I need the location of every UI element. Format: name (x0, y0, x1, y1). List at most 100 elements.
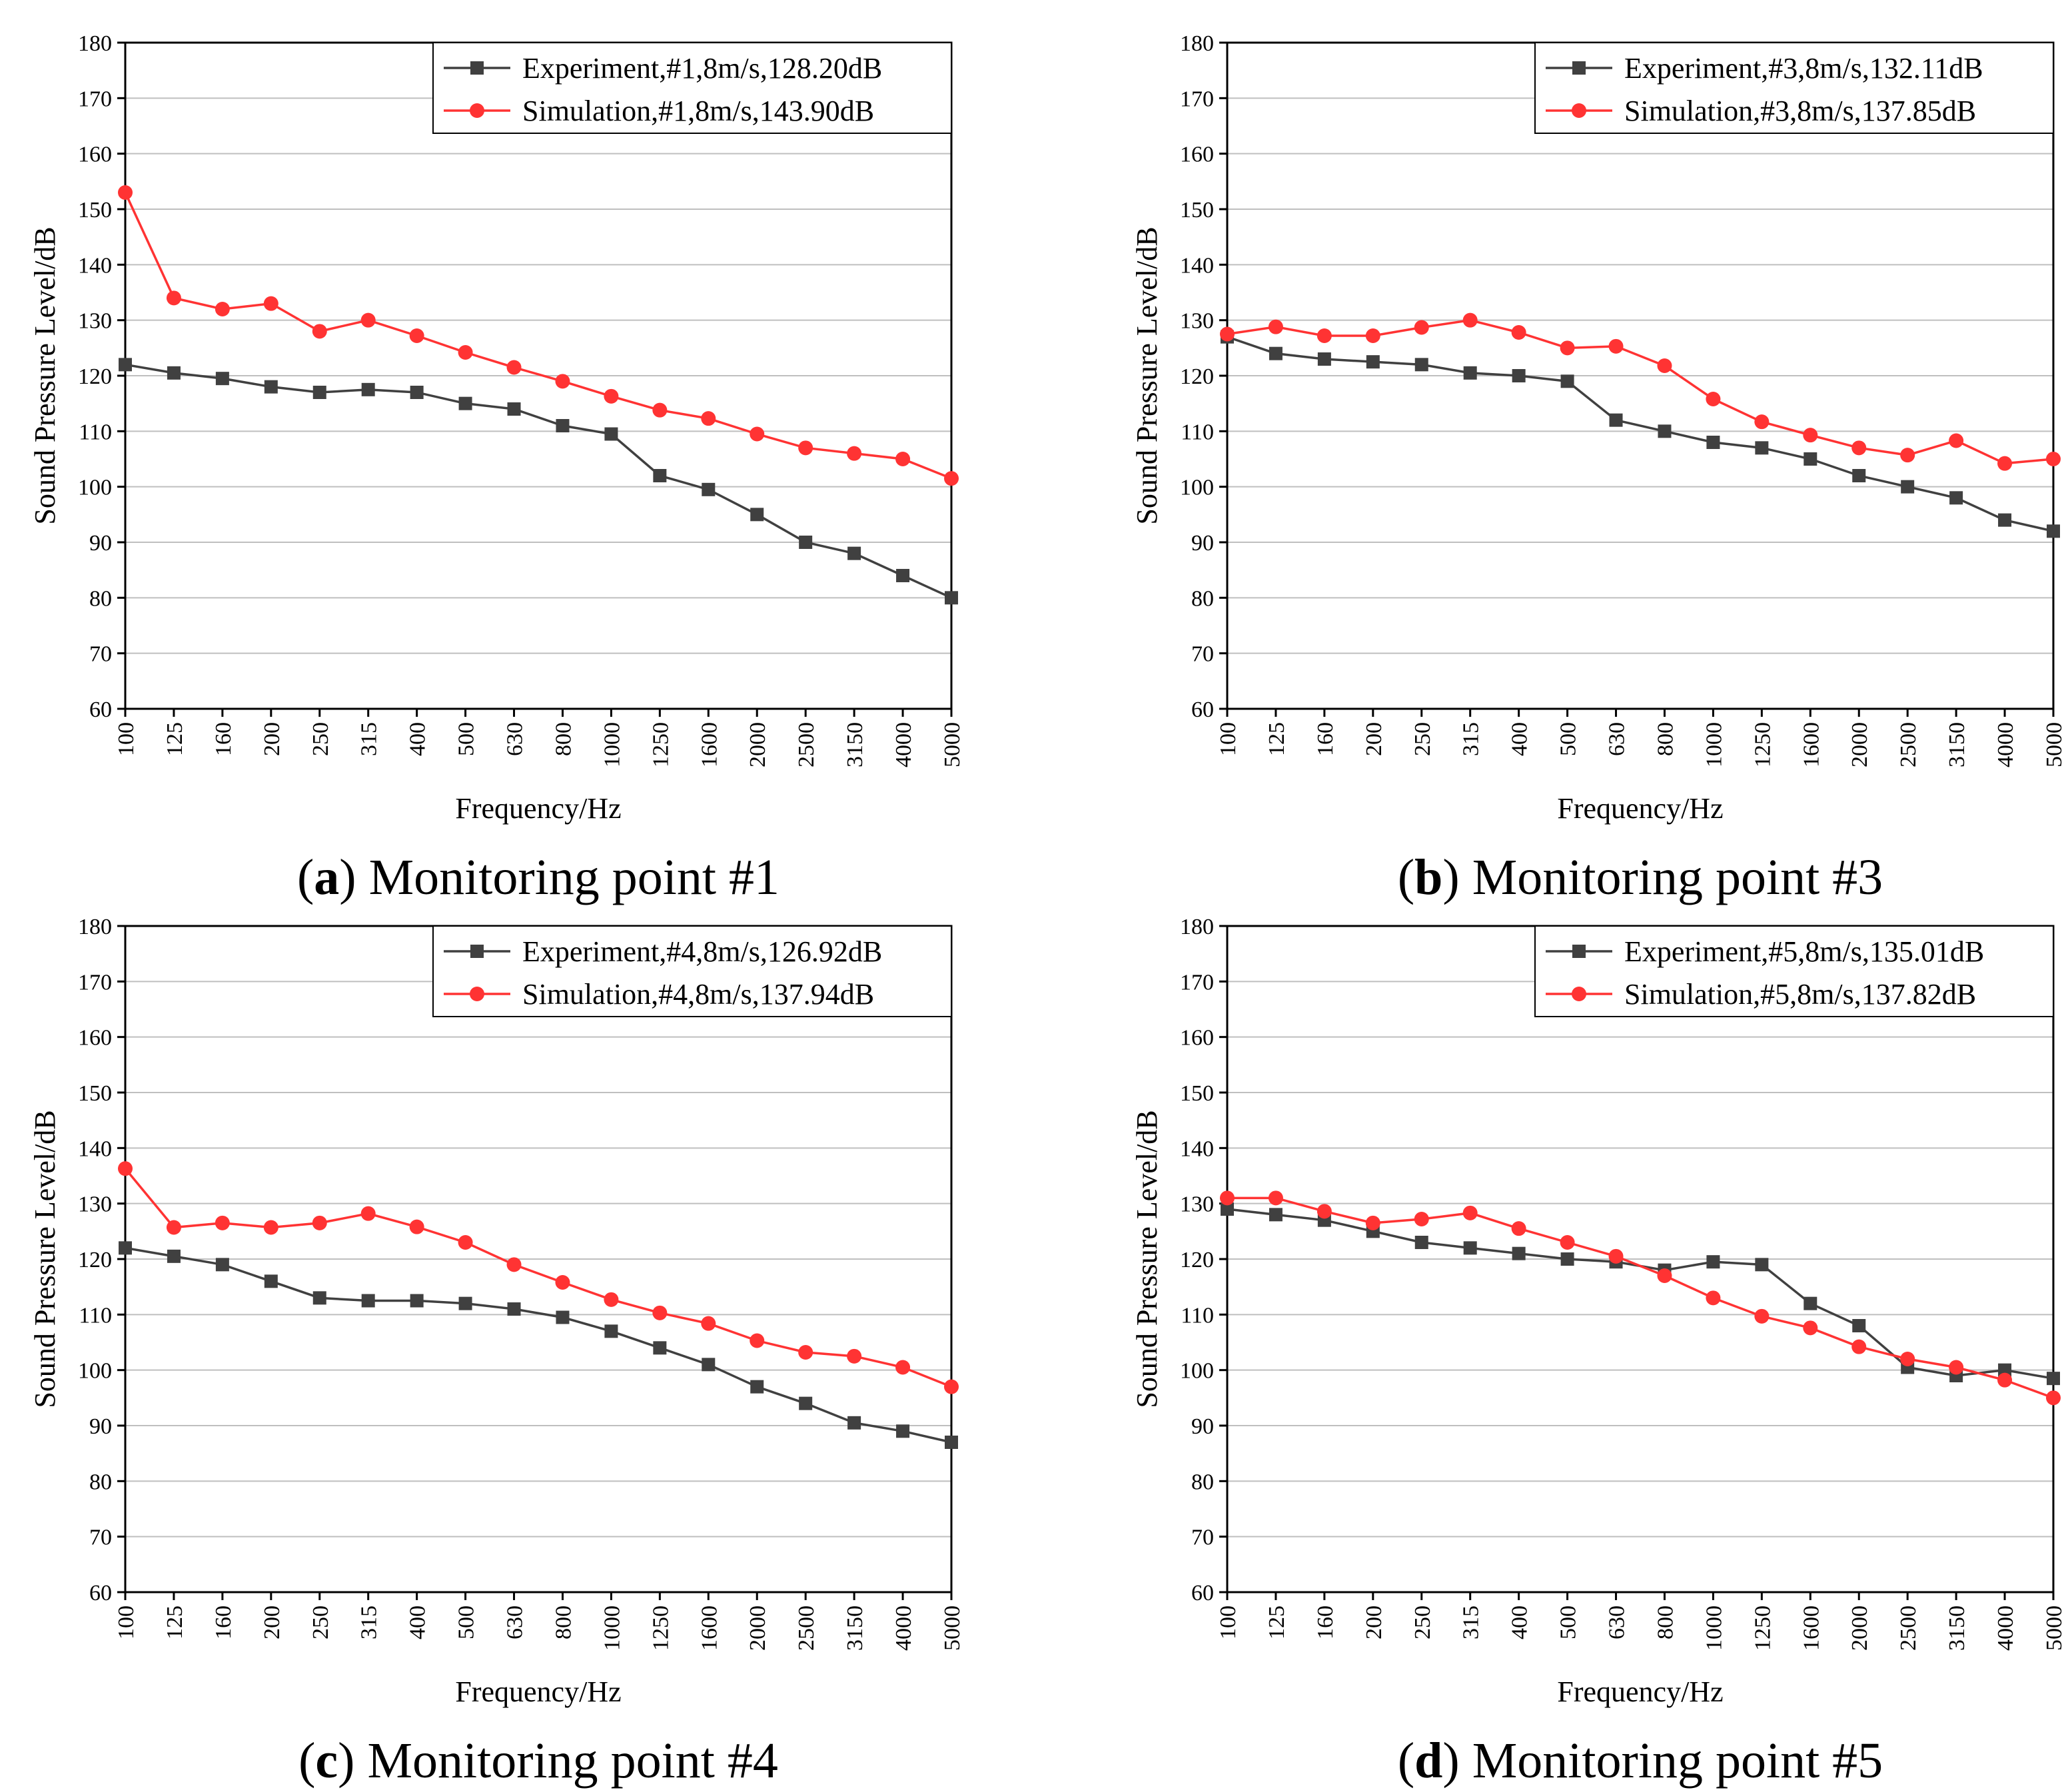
legend-marker (470, 103, 484, 118)
x-tick-label: 3150 (1945, 1605, 1969, 1651)
panel-caption: (b) Monitoring point #3 (1398, 849, 1883, 905)
data-point (264, 1274, 278, 1288)
data-point (847, 446, 862, 461)
data-point (604, 427, 618, 441)
data-point (1269, 1208, 1283, 1222)
data-point (1462, 312, 1478, 328)
data-point (2047, 524, 2060, 538)
x-tick-label: 100 (1216, 1605, 1241, 1639)
x-tick-label: 1250 (648, 722, 673, 767)
y-tick-label: 90 (1191, 531, 1214, 556)
data-point (360, 1206, 376, 1221)
x-tick-label: 2000 (746, 722, 770, 767)
data-point (1949, 433, 1964, 448)
data-point (507, 1302, 521, 1316)
y-tick-label: 100 (78, 1359, 112, 1384)
data-point (312, 1291, 326, 1305)
y-tick-label: 130 (1180, 1192, 1214, 1217)
data-point (799, 1396, 813, 1410)
legend-marker (470, 987, 484, 1001)
data-point (360, 312, 376, 328)
data-point (750, 426, 765, 442)
data-point (167, 1249, 181, 1263)
x-tick-label: 250 (1410, 722, 1435, 756)
y-tick-label: 80 (89, 586, 112, 611)
data-point (750, 508, 764, 522)
legend-box (1534, 925, 2054, 1017)
caption-paren: ( (298, 1733, 315, 1789)
data-point (312, 1215, 327, 1230)
data-point (410, 386, 424, 399)
x-tick-label: 1250 (1750, 722, 1775, 767)
data-point (1706, 436, 1720, 449)
data-point (1268, 319, 1283, 334)
x-tick-label: 630 (503, 1605, 528, 1639)
x-tick-label: 800 (551, 1605, 576, 1639)
data-point (1804, 1296, 1817, 1310)
data-point (1755, 441, 1769, 455)
y-tick-label: 130 (78, 309, 112, 334)
x-tick-label: 5000 (940, 1605, 965, 1651)
data-point (506, 360, 522, 375)
data-point (1706, 1255, 1720, 1269)
caption-paren: ) (1442, 849, 1459, 905)
data-point (312, 324, 327, 339)
x-axis-title: Frequency/Hz (1557, 1675, 1723, 1708)
data-point (119, 358, 132, 372)
legend-label: Simulation,#4,8m/s,137.94dB (522, 978, 874, 1011)
chart-panel-b: 60 70 80 90 100 110 120 130 140 150 160 170 180 100 12… (1131, 31, 2067, 905)
data-point (896, 569, 910, 582)
x-tick-label: 125 (163, 722, 187, 756)
data-point (1511, 325, 1526, 340)
series-simulation (118, 185, 959, 486)
y-tick-label: 90 (1191, 1414, 1214, 1439)
data-point (506, 1257, 522, 1272)
data-point (361, 382, 375, 396)
series-experiment (119, 1241, 958, 1449)
x-tick-label: 4000 (1993, 722, 2018, 767)
data-point (1414, 358, 1428, 372)
x-axis-title: Frequency/Hz (455, 792, 621, 825)
y-tick-label: 120 (1180, 364, 1214, 389)
data-point (1317, 352, 1331, 366)
x-tick-label: 400 (406, 1605, 430, 1639)
x-tick-label: 3150 (843, 1605, 867, 1651)
x-tick-label: 1250 (648, 1605, 673, 1651)
caption-paren: ( (297, 849, 314, 905)
data-point (1462, 1205, 1478, 1220)
data-point (458, 1235, 473, 1250)
legend-marker (1572, 945, 1586, 958)
y-tick-label: 120 (1180, 1248, 1214, 1272)
data-point (1657, 358, 1672, 373)
data-point (1608, 338, 1624, 354)
x-tick-label: 250 (308, 722, 333, 756)
data-point (653, 1341, 667, 1355)
data-point (2046, 452, 2061, 466)
y-tick-label: 170 (1180, 87, 1214, 111)
data-point (555, 1275, 570, 1290)
data-point (895, 1360, 911, 1375)
x-tick-label: 2500 (1896, 1605, 1921, 1651)
data-point (1852, 469, 1866, 482)
data-point (652, 402, 668, 418)
y-tick-label: 140 (1180, 1136, 1214, 1161)
data-point (750, 1380, 764, 1394)
panel-caption: (d) Monitoring point #5 (1398, 1733, 1883, 1789)
x-tick-label: 2500 (1896, 722, 1921, 767)
caption-paren: ( (1398, 1733, 1414, 1789)
x-tick-label: 4000 (1993, 1605, 2018, 1651)
data-point (215, 372, 229, 386)
x-tick-label: 500 (454, 1605, 479, 1639)
x-tick-label: 315 (1459, 1605, 1484, 1639)
data-point (118, 185, 133, 200)
x-tick-label: 1000 (1702, 1605, 1726, 1651)
legend-label: Simulation,#3,8m/s,137.85dB (1624, 95, 1976, 127)
x-tick-label: 630 (1605, 1605, 1630, 1639)
data-point (896, 1424, 910, 1438)
data-point (1316, 1204, 1332, 1219)
caption-title: Monitoring point #5 (1460, 1733, 1883, 1789)
legend: Experiment,#1,8m/s,128.20dB Simulation,#1… (432, 42, 952, 134)
caption-title: Monitoring point #1 (356, 849, 779, 905)
x-tick-label: 400 (1508, 1605, 1532, 1639)
data-point (555, 374, 570, 389)
